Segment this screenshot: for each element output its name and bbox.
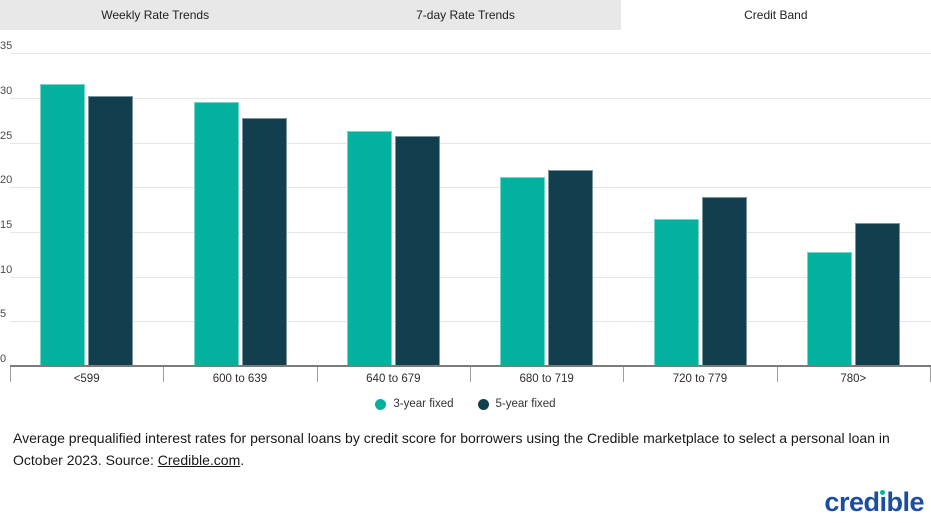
x-axis-label-1: <599 <box>73 373 100 385</box>
legend-dot-icon <box>375 398 387 410</box>
caption-text: Average prequalified interest rates for … <box>13 430 890 468</box>
logo-letter-i: ı <box>879 487 887 517</box>
x-axis-line <box>10 365 931 367</box>
credible-com-link[interactable]: Credible.com <box>157 452 241 468</box>
legend-item-3-year-fixed: 3-year fixed <box>375 398 454 410</box>
bar-3-year-fixed-1[interactable] <box>40 83 86 366</box>
tab-credit-band[interactable]: Credit Band <box>620 0 931 30</box>
x-axis-label-5: 720 to 779 <box>672 373 728 385</box>
chart-caption: Average prequalified interest rates for … <box>13 427 918 471</box>
legend-label: 3-year fixed <box>393 398 454 410</box>
bar-5-year-fixed-1[interactable] <box>88 96 134 366</box>
bar-5-year-fixed-3[interactable] <box>394 135 440 366</box>
bar-3-year-fixed-4[interactable] <box>500 176 546 366</box>
bar-3-year-fixed-6[interactable] <box>806 251 852 366</box>
x-axis-tick <box>776 367 778 382</box>
chart-legend: 3-year fixed 5-year fixed <box>0 398 931 410</box>
x-axis-label-4: 680 to 719 <box>519 373 574 385</box>
legend-item-5-year-fixed: 5-year fixed <box>477 398 556 410</box>
y-axis-label-0: 0 <box>0 353 7 365</box>
gridline-35 <box>10 53 931 55</box>
bar-3-year-fixed-2[interactable] <box>193 102 239 366</box>
logo-text-pre: cred <box>824 487 880 517</box>
bar-3-year-fixed-3[interactable] <box>346 131 392 366</box>
gridline-25 <box>10 142 931 144</box>
x-axis-label-2: 600 to 639 <box>212 373 268 385</box>
legend-dot-icon <box>477 398 489 410</box>
x-axis-tick <box>163 367 165 382</box>
bar-5-year-fixed-5[interactable] <box>701 197 747 366</box>
logo-text-post: ble <box>886 487 924 517</box>
y-axis-label-35: 35 <box>0 40 13 53</box>
gridline-5 <box>10 321 931 323</box>
gridline-10 <box>10 276 931 278</box>
y-axis-label-15: 15 <box>0 219 13 231</box>
y-axis-label-10: 10 <box>0 263 13 276</box>
gridline-20 <box>10 187 931 189</box>
bar-5-year-fixed-2[interactable] <box>241 117 287 366</box>
caption-suffix: . <box>240 452 245 468</box>
legend-label: 5-year fixed <box>495 398 556 410</box>
y-axis-label-25: 25 <box>0 129 13 142</box>
y-axis-label-5: 5 <box>0 308 7 321</box>
tab-7day-rate-trends[interactable]: 7-day Rate Trends <box>310 0 621 30</box>
x-axis-tick <box>470 367 471 382</box>
logo-i-dot-icon <box>880 490 886 495</box>
gridline-15 <box>10 232 931 233</box>
x-axis-tick <box>623 367 625 382</box>
bar-5-year-fixed-6[interactable] <box>854 223 900 366</box>
x-axis-tick <box>10 367 11 382</box>
tab-bar: Weekly Rate Trends 7-day Rate Trends Cre… <box>0 0 931 30</box>
y-axis-label-30: 30 <box>0 85 13 97</box>
bar-3-year-fixed-5[interactable] <box>653 218 699 366</box>
gridline-30 <box>10 98 931 99</box>
x-axis-label-6: 780> <box>840 373 867 385</box>
x-axis-label-3: 640 to 679 <box>366 373 421 385</box>
tab-weekly-rate-trends[interactable]: Weekly Rate Trends <box>0 0 311 30</box>
bar-5-year-fixed-4[interactable] <box>548 170 594 366</box>
credible-logo: credı ble <box>824 487 924 518</box>
y-axis-label-20: 20 <box>0 174 13 187</box>
x-axis-tick <box>316 367 318 382</box>
